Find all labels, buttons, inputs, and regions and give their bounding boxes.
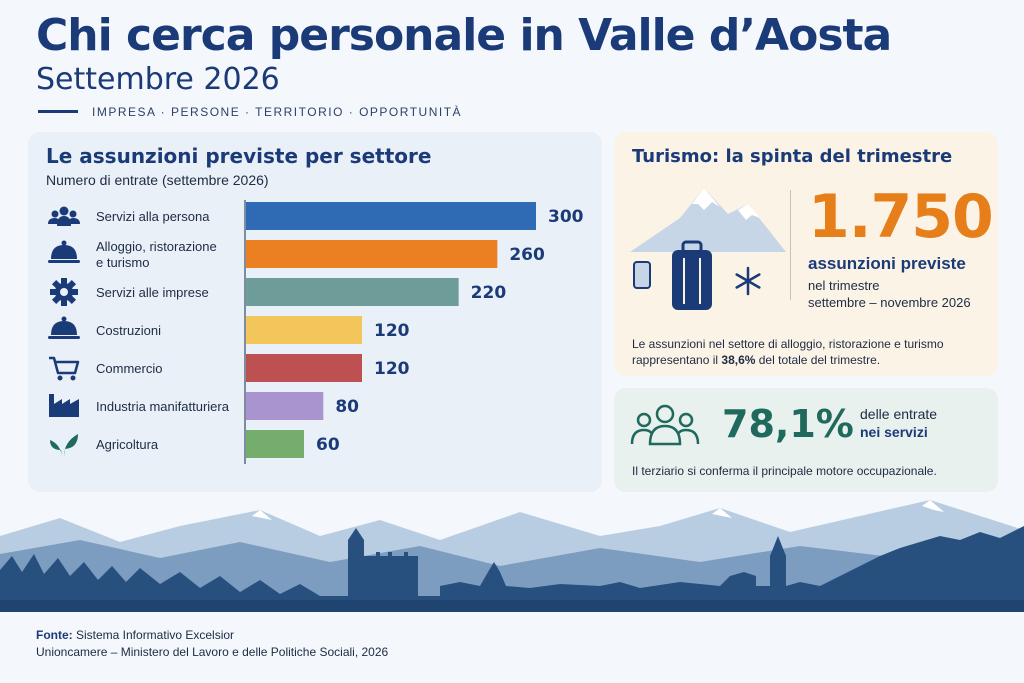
tourism-note-end: del totale del trimestre. <box>755 353 881 367</box>
tagline: IMPRESA · PERSONE · TERRITORIO · OPPORTU… <box>92 105 463 119</box>
gear-icon <box>50 278 78 306</box>
factory-icon <box>49 394 79 417</box>
services-line1: delle entrate <box>860 406 938 422</box>
bar-chart: Servizi alla persona 300 Alloggio, ristora… <box>48 200 584 464</box>
cloche-icon <box>48 240 80 263</box>
category-label: Industria manifatturiera <box>96 399 230 414</box>
bar <box>246 316 362 344</box>
bar <box>246 430 304 458</box>
services-note: Il terziario si conferma il principale m… <box>632 464 937 478</box>
services-big-number: 78,1% <box>722 402 854 446</box>
snowflake-icon <box>735 266 761 296</box>
tourism-divider <box>790 190 791 300</box>
footer-line2: Unioncamere – Ministero del Lavoro e del… <box>36 645 389 659</box>
value-label: 260 <box>509 245 545 265</box>
services-panel: 78,1% delle entrate nei servizi Il terzi… <box>614 388 998 492</box>
category-label: Agricoltura <box>96 437 159 452</box>
category-label: Servizi alla persona <box>96 209 210 224</box>
mountain-suitcase-illustration <box>630 188 786 310</box>
tourism-panel: Turismo: la spinta del trimestre 1.750 a… <box>614 132 998 376</box>
value-label: 120 <box>374 321 410 341</box>
page-title: Chi cerca personale in Valle d’Aosta <box>36 10 892 61</box>
snowcap-shape <box>692 188 720 210</box>
footer-source-label: Fonte: <box>36 628 73 642</box>
bar <box>246 202 536 230</box>
chart-subtitle: Numero di entrate (settembre 2026) <box>46 172 269 188</box>
bar <box>246 240 498 268</box>
bar <box>246 278 459 306</box>
category-label: Alloggio, ristorazione e turismo <box>96 239 217 270</box>
cloche-icon <box>48 316 80 339</box>
suitcase-icon <box>672 250 712 310</box>
category-label: Servizi alle imprese <box>96 285 209 300</box>
bar <box>246 354 362 382</box>
tourism-period-line2: settembre – novembre 2026 <box>808 295 971 310</box>
chart-title: Le assunzioni previste per settore <box>46 144 432 168</box>
page-subtitle: Settembre 2026 <box>36 62 280 97</box>
leaf-icon <box>50 434 78 456</box>
tourism-note-text: Le assunzioni nel settore di alloggio, r… <box>632 337 944 367</box>
cart-icon <box>49 356 80 381</box>
bar <box>246 392 324 420</box>
value-label: 300 <box>548 207 584 227</box>
value-label: 60 <box>316 435 340 455</box>
title-rule <box>38 110 78 113</box>
people-icon <box>630 404 700 446</box>
footer-source-text: Sistema Informativo Excelsior <box>72 628 235 642</box>
tourism-note-percent: 38,6% <box>721 353 756 367</box>
chart-panel: Le assunzioni previste per settore Numer… <box>28 132 602 492</box>
value-label: 120 <box>374 359 410 379</box>
tourism-note: Le assunzioni nel settore di alloggio, r… <box>632 336 982 368</box>
tourism-period-line1: nel trimestre <box>808 278 880 293</box>
tourism-big-number: 1.750 <box>808 182 994 252</box>
mountain-village-landscape <box>0 500 1024 612</box>
ski-bag-icon <box>633 261 651 289</box>
value-label: 220 <box>471 283 507 303</box>
value-label: 80 <box>335 397 359 417</box>
category-label: Costruzioni <box>96 323 161 338</box>
services-line2: nei servizi <box>860 424 928 440</box>
mountain-shape <box>630 188 786 252</box>
tourism-title: Turismo: la spinta del trimestre <box>632 146 953 167</box>
footer-source: Fonte: Sistema Informativo Excelsior <box>36 628 234 642</box>
people-icon <box>48 206 80 226</box>
category-label: Commercio <box>96 361 162 376</box>
tourism-label: assunzioni previste <box>808 254 966 273</box>
